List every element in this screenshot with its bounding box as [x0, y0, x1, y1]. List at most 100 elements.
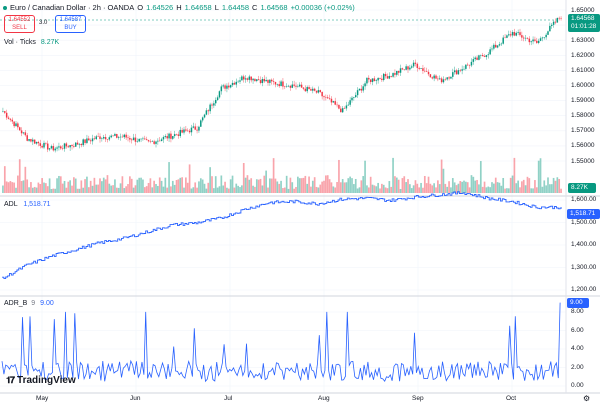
volume-bar	[479, 161, 482, 193]
candle-body	[188, 130, 191, 133]
candle-body	[13, 121, 15, 127]
candle-body	[11, 119, 14, 122]
volume-bar	[33, 186, 36, 193]
volume-bar	[80, 180, 83, 193]
candle-body	[93, 138, 96, 140]
volume-bar	[524, 185, 527, 193]
candle-body	[550, 24, 553, 26]
adr-legend[interactable]: ADR_B 9 9.00	[4, 300, 54, 307]
candle-body	[17, 123, 19, 128]
volume-bar	[138, 177, 141, 193]
candle-body	[244, 78, 247, 80]
candle-body	[200, 120, 202, 127]
candle-body	[491, 48, 493, 50]
volume-legend[interactable]: Vol · Ticks 8.27K	[4, 39, 59, 46]
buy-button[interactable]: 1.64587 BUY	[55, 15, 86, 33]
candle-body	[89, 140, 92, 142]
volume-bar	[123, 188, 126, 193]
volume-bar	[457, 183, 460, 193]
volume-bar	[45, 183, 47, 193]
candle-body	[396, 70, 398, 75]
volume-bar	[101, 181, 103, 193]
volume-bar	[97, 184, 99, 193]
adl-label: ADL	[4, 201, 18, 208]
volume-bar	[224, 181, 226, 193]
adl-axis-tick: 1,600.00	[571, 196, 597, 203]
candle-body	[429, 74, 432, 78]
volume-bar	[323, 180, 325, 193]
volume-bar	[134, 185, 137, 193]
candle-body	[130, 139, 133, 141]
candle-body	[375, 80, 378, 82]
candle-body	[537, 40, 540, 43]
adr-line	[1, 302, 561, 383]
candle-body	[379, 77, 381, 79]
sell-label: SELL	[12, 25, 27, 31]
candle-body	[310, 89, 312, 91]
volume-bar	[175, 180, 178, 193]
candle-body	[172, 136, 174, 139]
candle-body	[263, 78, 266, 82]
volume-bar	[283, 187, 286, 193]
volume-bar	[455, 185, 458, 193]
volume-bar	[239, 187, 241, 193]
adr-param: 9	[31, 300, 36, 307]
volume-bar	[433, 183, 435, 193]
candle-body	[136, 141, 139, 142]
adl-value: 1,518.71	[23, 201, 51, 208]
candle-body	[63, 143, 66, 149]
volume-bar	[319, 184, 322, 193]
volume-bar	[295, 186, 297, 193]
tradingview-logo[interactable]: 𝟏𝟕 TradingView	[6, 375, 76, 386]
volume-bar	[483, 181, 486, 193]
candle-body	[474, 57, 476, 60]
candle-body	[24, 132, 27, 136]
volume-bar	[20, 181, 23, 193]
candle-body	[168, 133, 170, 139]
candle-body	[95, 136, 98, 140]
high-label: H	[176, 3, 182, 12]
candle-body	[39, 143, 42, 146]
candle-body	[317, 90, 320, 93]
volume-bar	[95, 184, 98, 193]
volume-bar	[9, 181, 12, 193]
candle-body	[362, 86, 364, 91]
candle-body	[485, 55, 488, 58]
time-axis-tick: Jul	[224, 395, 233, 402]
volume-bar	[198, 181, 200, 193]
volume-bar	[416, 183, 419, 193]
logo-text: TradingView	[17, 375, 76, 386]
symbol-header[interactable]: Euro / Canadian Dollar · 2h · OANDA O 1.6…	[3, 3, 355, 12]
candle-body	[498, 44, 501, 46]
candle-body	[397, 70, 400, 73]
volume-bar	[3, 166, 6, 193]
time-axis-tick: Aug	[318, 395, 330, 402]
candle-body	[30, 139, 32, 142]
candle-body	[201, 117, 204, 121]
candle-body	[409, 67, 411, 70]
volume-bar	[349, 176, 351, 193]
adl-legend[interactable]: ADL 1,518.71	[4, 201, 51, 208]
candle-body	[76, 142, 79, 145]
candle-body	[326, 97, 329, 99]
volume-bar	[143, 187, 146, 193]
candle-body	[272, 81, 275, 83]
volume-bar	[170, 186, 172, 193]
volume-bar	[437, 180, 439, 193]
candle-body	[532, 39, 534, 42]
volume-bar	[420, 182, 422, 193]
volume-bar	[82, 187, 85, 193]
buy-price: 1.64587	[59, 17, 82, 23]
volume-bar	[459, 181, 462, 193]
candle-body	[54, 148, 56, 151]
sell-button[interactable]: 1.64552 SELL	[4, 15, 35, 33]
price-axis-tick: 1.57000	[571, 127, 595, 135]
candle-body	[60, 146, 62, 149]
volume-bar	[231, 175, 234, 193]
candle-body	[368, 77, 370, 80]
volume-bar	[560, 188, 562, 193]
volume-bar	[444, 183, 447, 193]
candle-body	[341, 108, 344, 113]
settings-icon[interactable]: ⚙	[583, 394, 591, 403]
